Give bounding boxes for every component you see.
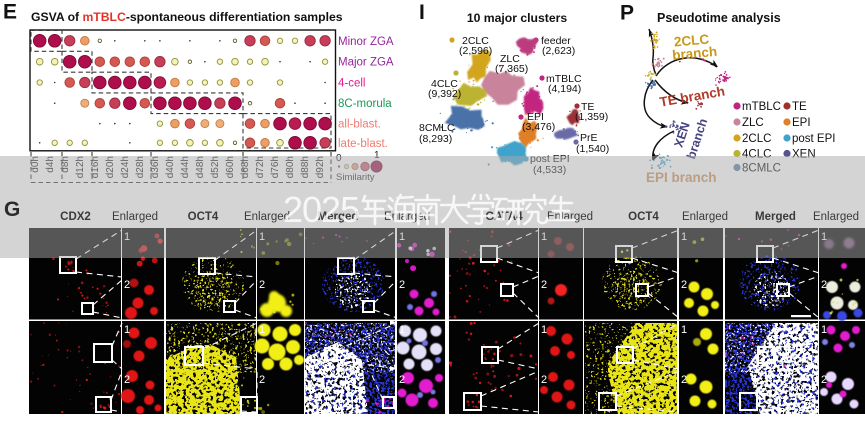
svg-text:(2,596): (2,596): [459, 45, 492, 57]
svg-text:PrE: PrE: [580, 132, 598, 144]
svg-text:2: 2: [124, 374, 130, 386]
svg-text:EPI: EPI: [792, 117, 811, 129]
svg-text:2: 2: [821, 374, 827, 386]
svg-text:2: 2: [681, 279, 687, 291]
svg-text:Minor ZGA: Minor ZGA: [338, 36, 394, 48]
svg-text:1: 1: [681, 324, 687, 336]
svg-text:branch: branch: [672, 44, 718, 63]
svg-text:Pseudotime analysis: Pseudotime analysis: [657, 11, 781, 25]
svg-text:I: I: [419, 1, 425, 24]
svg-text:(3,476): (3,476): [522, 121, 555, 133]
svg-text:Merged: Merged: [755, 211, 796, 223]
svg-text:Enlarged: Enlarged: [813, 211, 859, 223]
svg-text:2: 2: [259, 279, 265, 291]
svg-text:post EPI: post EPI: [792, 133, 835, 145]
svg-text:Major ZGA: Major ZGA: [338, 57, 394, 69]
svg-text:(2,623): (2,623): [542, 45, 575, 57]
svg-text:(4,194): (4,194): [548, 83, 581, 95]
svg-text:1: 1: [124, 324, 130, 336]
svg-text:10 major clusters: 10 major clusters: [467, 11, 567, 25]
svg-text:8CMLC: 8CMLC: [419, 122, 455, 134]
svg-text:Merged: Merged: [318, 211, 359, 223]
svg-text:2: 2: [399, 279, 405, 291]
svg-text:Enlarged: Enlarged: [112, 211, 158, 223]
svg-text:Enlarged: Enlarged: [682, 211, 728, 223]
svg-text:4-cell: 4-cell: [338, 78, 365, 90]
svg-text:late-blast.: late-blast.: [338, 138, 388, 150]
svg-text:2: 2: [541, 374, 547, 386]
svg-text:2: 2: [124, 279, 130, 291]
svg-text:(7,365): (7,365): [495, 63, 528, 75]
svg-text:2: 2: [399, 374, 405, 386]
svg-text:E: E: [3, 1, 17, 24]
svg-text:2025: 2025: [283, 189, 359, 230]
svg-text:2: 2: [541, 279, 547, 291]
svg-text:GSVA of mTBLC-spontaneous diff: GSVA of mTBLC-spontaneous differentiatio…: [31, 10, 343, 24]
svg-text:TE: TE: [792, 101, 807, 113]
svg-text:TE: TE: [581, 101, 594, 113]
svg-text:8C-morula: 8C-morula: [338, 98, 392, 110]
svg-text:2: 2: [259, 374, 265, 386]
svg-text:feeder: feeder: [541, 35, 571, 47]
svg-text:2CLC: 2CLC: [673, 31, 710, 49]
svg-text:2CLC: 2CLC: [742, 133, 771, 145]
svg-text:mTBLC: mTBLC: [742, 101, 781, 113]
svg-text:1: 1: [374, 150, 380, 161]
svg-text:(1,540): (1,540): [576, 143, 609, 155]
svg-text:mTBLC: mTBLC: [546, 73, 582, 85]
svg-text:G: G: [4, 198, 20, 221]
svg-text:all-blast.: all-blast.: [338, 119, 381, 131]
svg-text:ZLC: ZLC: [500, 53, 520, 65]
svg-text:2: 2: [681, 374, 687, 386]
svg-text:OCT4: OCT4: [628, 211, 659, 223]
svg-text:2: 2: [821, 279, 827, 291]
svg-text:EPI: EPI: [527, 111, 544, 123]
svg-text:4CLC: 4CLC: [431, 78, 458, 90]
svg-text:(1,359): (1,359): [575, 111, 608, 123]
svg-text:1: 1: [259, 324, 265, 336]
svg-text:ZLC: ZLC: [742, 117, 764, 129]
svg-text:CDX2: CDX2: [60, 211, 91, 223]
svg-text:P: P: [620, 2, 634, 25]
svg-text:1: 1: [541, 324, 547, 336]
svg-text:1: 1: [399, 324, 405, 336]
svg-text:Enlarged: Enlarged: [244, 211, 290, 223]
svg-text:1: 1: [821, 324, 827, 336]
svg-text:(8,293): (8,293): [419, 133, 452, 145]
svg-text:(9,392): (9,392): [428, 88, 461, 100]
svg-text:OCT4: OCT4: [188, 211, 219, 223]
svg-text:2CLC: 2CLC: [462, 35, 489, 47]
